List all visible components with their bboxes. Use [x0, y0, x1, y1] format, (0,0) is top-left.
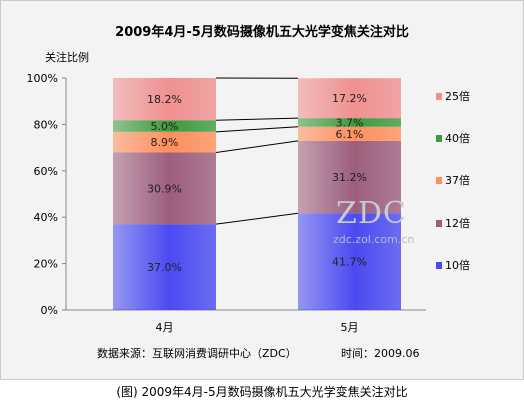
watermark-url: zdc.zol.com.cn [333, 233, 414, 246]
legend-swatch [436, 262, 442, 269]
data-label: 3.7% [336, 116, 364, 129]
connector-lines [215, 77, 299, 225]
bar-segment-37倍-5月 [298, 126, 401, 141]
x-tick-label: 5月 [341, 321, 359, 334]
connector-line [215, 117, 299, 121]
data-label: 6.1% [336, 128, 364, 141]
bar-segment-12倍-4月 [113, 152, 216, 225]
bar-segment-10倍-5月 [298, 213, 401, 310]
y-tick-label: 20% [34, 258, 58, 271]
chart-title: 2009年4月-5月数码摄像机五大光学变焦关注对比 [115, 24, 409, 40]
data-label: 31.2% [332, 171, 367, 184]
source-note: 数据来源：互联网消费调研中心（ZDC） [97, 346, 297, 360]
data-label: 37.0% [147, 261, 182, 274]
data-label: 30.9% [147, 182, 182, 195]
bar-segment-25倍-4月 [113, 78, 216, 121]
legend: 25倍 40倍 37倍 12倍 10倍 [436, 89, 470, 272]
data-label: 5.0% [151, 120, 179, 133]
bar-segment-12倍-5月 [298, 140, 401, 214]
bar-segment-25倍-5月 [298, 78, 401, 119]
legend-item: 10倍 [445, 258, 470, 272]
connector-line [215, 126, 299, 133]
legend-swatch [436, 93, 442, 100]
connector-line [215, 140, 299, 153]
bar-segment-10倍-4月 [113, 224, 216, 310]
watermark-logo: ZDC [336, 196, 407, 231]
segment-labels: 37.0% 30.9% 8.9% 5.0% 18.2% 41.7% 31.2% 6.1%3.7… [147, 92, 367, 274]
y-tick-label: 60% [34, 165, 58, 178]
y-tick-label: 0% [41, 304, 58, 317]
watermark: ZDC zdc.zol.com.cn [333, 196, 414, 246]
y-tick-label: 80% [34, 118, 58, 131]
legend-swatch [436, 135, 442, 142]
x-tick-label: 4月 [156, 321, 174, 334]
bars [113, 78, 401, 310]
y-axis-label: 关注比例 [45, 50, 89, 64]
legend-swatch [436, 177, 442, 184]
bar-segment-40倍-4月 [113, 120, 216, 132]
legend-item: 25倍 [445, 89, 470, 103]
stacked-bar-chart: 2009年4月-5月数码摄像机五大光学变焦关注对比 关注比例 0% 20% 40% 6… [27, 24, 470, 360]
data-label: 8.9% [151, 136, 179, 149]
data-label: 17.2% [332, 92, 367, 105]
time-note: 时间：2009.06 [341, 347, 420, 360]
legend-swatch [436, 220, 442, 227]
figure-caption: (图) 2009年4月-5月数码摄像机五大光学变焦关注对比 [116, 385, 408, 399]
chart-frame [0, 0, 524, 380]
legend-item: 37倍 [445, 173, 470, 187]
data-label: 18.2% [147, 93, 182, 106]
bar-segment-37倍-4月 [113, 131, 216, 153]
y-axis-ticks: 0% 20% 40% 60% 80% 100% [27, 72, 66, 317]
y-tick-label: 100% [27, 72, 58, 85]
x-axis-labels: 4月 5月 [156, 321, 359, 334]
connector-line [215, 212, 299, 225]
bar-segment-40倍-5月 [298, 118, 401, 127]
legend-item: 40倍 [445, 131, 470, 145]
legend-item: 12倍 [445, 216, 470, 230]
y-tick-label: 40% [34, 211, 58, 224]
data-label: 41.7% [332, 256, 367, 269]
